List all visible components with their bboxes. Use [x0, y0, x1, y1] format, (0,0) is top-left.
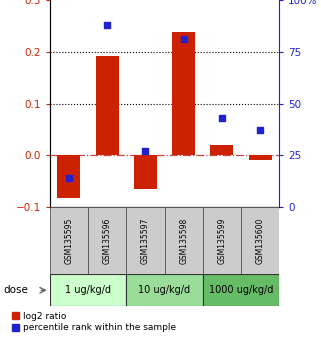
- Point: [257, 128, 263, 133]
- Bar: [126, 274, 203, 306]
- Bar: [126, 207, 164, 274]
- Bar: [164, 207, 203, 274]
- Text: 10 ug/kg/d: 10 ug/kg/d: [138, 285, 191, 295]
- Bar: [249, 155, 272, 160]
- Text: GSM135596: GSM135596: [103, 217, 112, 264]
- Point: [143, 148, 148, 154]
- Text: GSM135600: GSM135600: [256, 217, 265, 264]
- Bar: [88, 207, 126, 274]
- Text: 1 ug/kg/d: 1 ug/kg/d: [65, 285, 111, 295]
- Text: 1000 ug/kg/d: 1000 ug/kg/d: [209, 285, 273, 295]
- Text: GSM135598: GSM135598: [179, 218, 188, 264]
- Bar: [134, 155, 157, 189]
- Text: dose: dose: [3, 285, 28, 295]
- Bar: [57, 155, 80, 198]
- Text: GSM135599: GSM135599: [217, 217, 226, 264]
- Point: [181, 36, 186, 42]
- Bar: [50, 274, 126, 306]
- Point: [105, 22, 110, 28]
- Bar: [96, 56, 118, 155]
- Bar: [50, 207, 88, 274]
- Bar: [172, 32, 195, 155]
- Text: GSM135595: GSM135595: [65, 217, 74, 264]
- Bar: [203, 274, 279, 306]
- Point: [219, 115, 224, 121]
- Text: GSM135597: GSM135597: [141, 217, 150, 264]
- Bar: [203, 207, 241, 274]
- Bar: [211, 145, 233, 155]
- Point: [66, 175, 72, 181]
- Bar: [241, 207, 279, 274]
- Legend: log2 ratio, percentile rank within the sample: log2 ratio, percentile rank within the s…: [11, 311, 177, 333]
